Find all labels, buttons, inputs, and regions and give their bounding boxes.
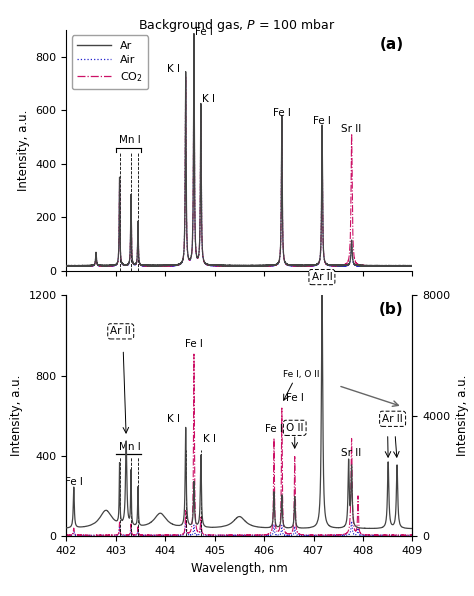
Legend: Ar, Air, CO$_2$: Ar, Air, CO$_2$ <box>72 35 148 89</box>
Text: Fe I: Fe I <box>265 424 283 434</box>
Text: Mn I: Mn I <box>119 135 140 145</box>
Text: Ar II: Ar II <box>110 327 131 336</box>
Text: Fe I, O II: Fe I, O II <box>283 370 319 378</box>
Text: K I: K I <box>167 414 180 424</box>
Text: K I: K I <box>167 64 180 74</box>
Text: Sr II: Sr II <box>341 448 362 458</box>
Text: Mn I: Mn I <box>119 442 140 452</box>
Text: Fe I: Fe I <box>185 340 203 349</box>
Text: Ar II: Ar II <box>382 414 403 424</box>
Text: (b): (b) <box>379 302 404 318</box>
Text: Fe I: Fe I <box>65 477 82 487</box>
Text: K I: K I <box>202 94 215 104</box>
Text: Sr II: Sr II <box>341 125 362 134</box>
Text: Background gas, $\mathit{P}$ = 100 mbar: Background gas, $\mathit{P}$ = 100 mbar <box>138 17 336 34</box>
Text: Ar II: Ar II <box>311 272 332 282</box>
Y-axis label: Intensity, a.u.: Intensity, a.u. <box>456 375 469 457</box>
Text: K I: K I <box>203 434 216 444</box>
Y-axis label: Intensity, a.u.: Intensity, a.u. <box>17 110 30 191</box>
Text: (a): (a) <box>380 37 404 52</box>
Text: O II: O II <box>286 423 303 433</box>
Text: Fe I: Fe I <box>313 116 331 126</box>
X-axis label: Wavelength, nm: Wavelength, nm <box>191 561 288 575</box>
Text: Fe I: Fe I <box>195 26 213 36</box>
Y-axis label: Intensity, a.u.: Intensity, a.u. <box>10 375 23 457</box>
Text: Fe I: Fe I <box>273 108 291 118</box>
Text: Fe I: Fe I <box>286 393 304 403</box>
